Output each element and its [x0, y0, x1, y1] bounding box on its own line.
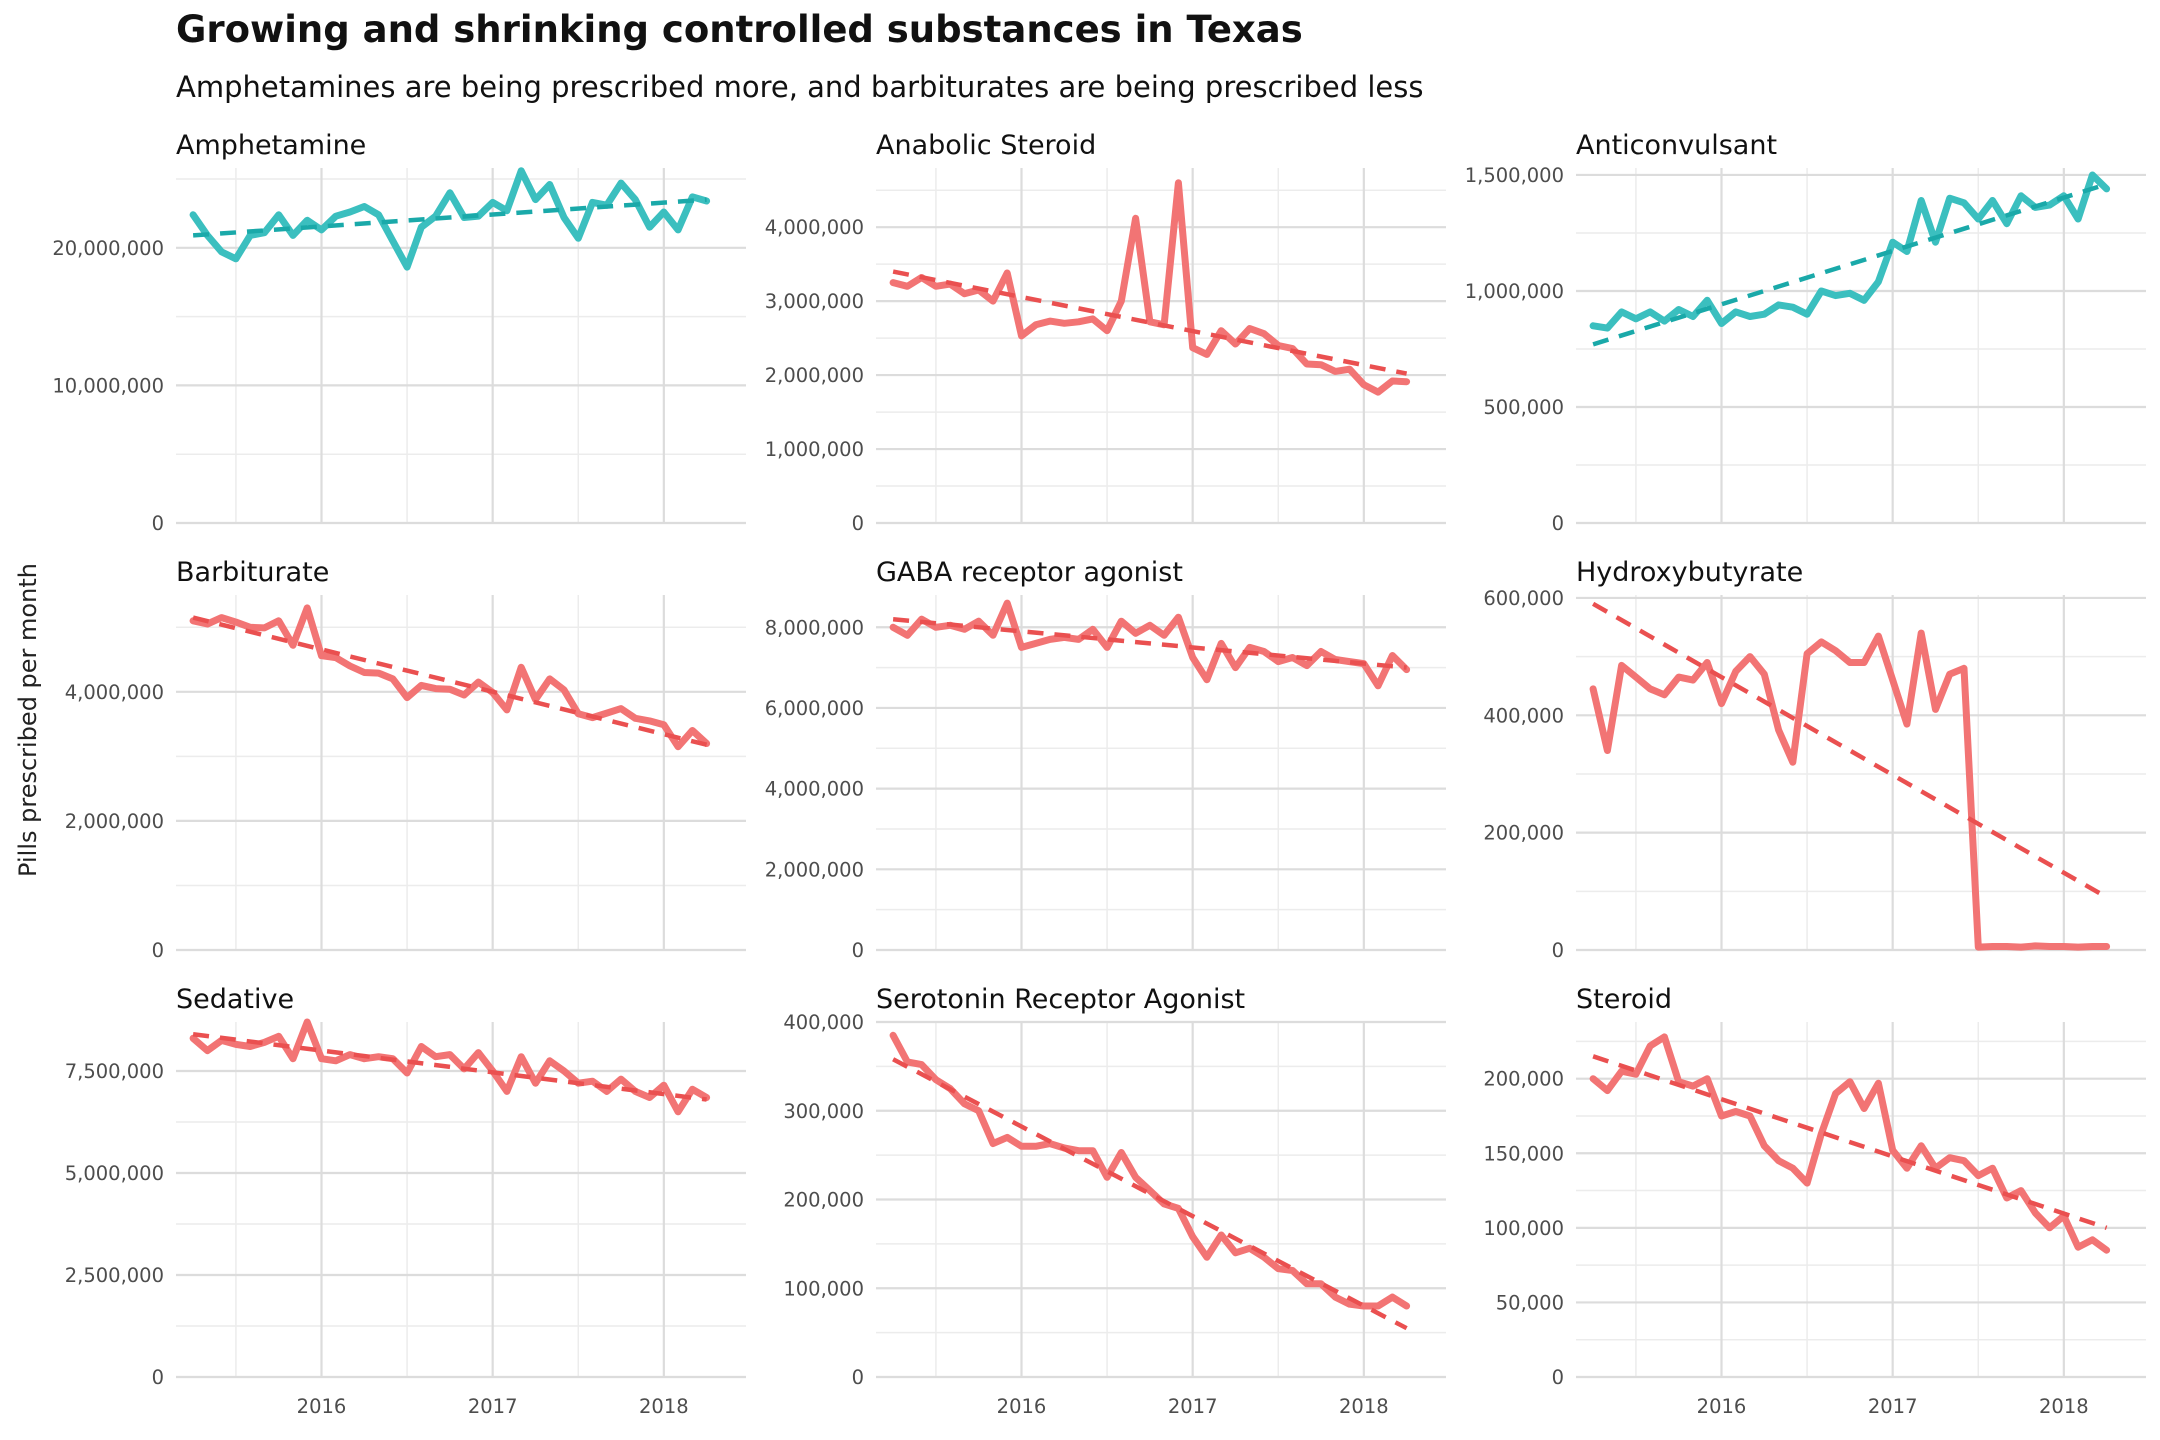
y-tick-label: 10,000,000: [52, 374, 164, 397]
series-line: [889, 599, 1411, 690]
chart-subtitle: Amphetamines are being prescribed more, …: [176, 70, 1424, 104]
panel-title: GABA receptor agonist: [876, 557, 1183, 588]
series-line: [189, 1018, 711, 1116]
y-tick-label: 1,000,000: [1465, 280, 1564, 303]
y-tick-label: 3,000,000: [765, 290, 864, 313]
y-tick-label: 0: [852, 512, 864, 535]
trend-line: [892, 1057, 1408, 1331]
x-tick-label: 2016: [997, 1395, 1047, 1418]
panel-title: Hydroxybutyrate: [1576, 557, 1803, 588]
y-tick-label: 2,500,000: [65, 1264, 164, 1287]
panel-title: Serotonin Receptor Agonist: [876, 984, 1245, 1015]
panel-title: Barbiturate: [176, 557, 329, 588]
y-tick-label: 200,000: [1483, 822, 1564, 845]
y-tick-label: 2,000,000: [765, 858, 864, 881]
y-tick-label: 2,000,000: [765, 364, 864, 387]
panel-title: Amphetamine: [176, 130, 366, 161]
series-line: [189, 604, 711, 751]
trend-line: [192, 197, 707, 238]
y-tick-label: 200,000: [1483, 1068, 1564, 1091]
y-tick-label: 20,000,000: [52, 237, 164, 260]
x-tick-label: 2016: [297, 1395, 347, 1418]
chart-title: Growing and shrinking controlled substan…: [176, 8, 1303, 51]
x-tick-label: 2017: [1868, 1395, 1918, 1418]
y-tick-label: 0: [852, 939, 864, 962]
y-tick-label: 300,000: [783, 1100, 864, 1123]
y-tick-label: 150,000: [1483, 1142, 1564, 1165]
series-line: [889, 179, 1411, 396]
trend-line: [192, 615, 708, 747]
trend-line: [892, 269, 1408, 376]
series-line: [1589, 171, 2111, 332]
y-tick-label: 200,000: [783, 1189, 864, 1212]
y-tick-label: 2,000,000: [65, 810, 164, 833]
y-tick-label: 4,000,000: [65, 681, 164, 704]
y-tick-label: 5,000,000: [65, 1162, 164, 1185]
y-tick-label: 7,500,000: [65, 1060, 164, 1083]
y-tick-label: 0: [152, 1366, 164, 1389]
y-tick-label: 400,000: [783, 1011, 864, 1034]
trend-line: [1592, 182, 2108, 347]
series-line: [889, 1031, 1411, 1310]
series-line: [1589, 629, 2111, 951]
panel-title: Anabolic Steroid: [876, 130, 1096, 161]
series-line: [1589, 1033, 2111, 1254]
y-tick-label: 1,000,000: [765, 438, 864, 461]
x-tick-label: 2018: [2039, 1395, 2089, 1418]
y-tick-label: 0: [152, 512, 164, 535]
x-tick-label: 2017: [468, 1395, 518, 1418]
y-tick-label: 0: [1552, 1366, 1564, 1389]
y-tick-label: 100,000: [783, 1277, 864, 1300]
series-line: [189, 167, 711, 271]
y-tick-label: 8,000,000: [765, 616, 864, 639]
trend-line: [1592, 601, 2108, 900]
y-tick-label: 0: [152, 939, 164, 962]
x-tick-label: 2018: [1339, 1395, 1389, 1418]
y-tick-label: 50,000: [1496, 1291, 1564, 1314]
y-tick-label: 500,000: [1483, 396, 1564, 419]
panel-title: Steroid: [1576, 984, 1672, 1015]
y-tick-label: 0: [1552, 939, 1564, 962]
x-tick-label: 2017: [1168, 1395, 1218, 1418]
y-tick-label: 6,000,000: [765, 697, 864, 720]
y-tick-label: 4,000,000: [765, 778, 864, 801]
x-tick-label: 2016: [1697, 1395, 1747, 1418]
trend-line: [192, 1032, 707, 1102]
y-tick-label: 100,000: [1483, 1217, 1564, 1240]
panel-title: Anticonvulsant: [1576, 130, 1777, 161]
y-tick-label: 400,000: [1483, 704, 1564, 727]
trend-line: [892, 616, 1407, 670]
y-tick-label: 0: [1552, 512, 1564, 535]
x-tick-label: 2018: [639, 1395, 689, 1418]
trend-line: [1592, 1054, 2108, 1230]
y-tick-label: 0: [852, 1366, 864, 1389]
panel-title: Sedative: [176, 984, 294, 1015]
y-tick-label: 1,500,000: [1465, 164, 1564, 187]
y-tick-label: 600,000: [1483, 587, 1564, 610]
y-tick-label: 4,000,000: [765, 216, 864, 239]
